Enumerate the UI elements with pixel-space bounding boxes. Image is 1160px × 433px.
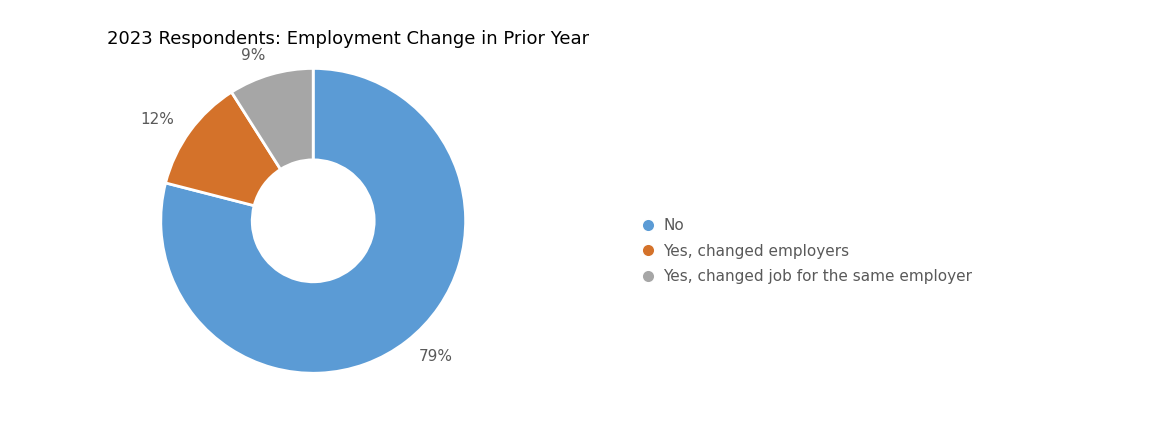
Text: 2023 Respondents: Employment Change in Prior Year: 2023 Respondents: Employment Change in P… [107,30,589,48]
Text: 79%: 79% [419,349,452,365]
Text: 12%: 12% [140,112,174,127]
Wedge shape [232,68,313,169]
Text: 9%: 9% [241,48,266,63]
Legend: No, Yes, changed employers, Yes, changed job for the same employer: No, Yes, changed employers, Yes, changed… [635,210,980,292]
Wedge shape [161,68,465,373]
Wedge shape [166,92,281,206]
